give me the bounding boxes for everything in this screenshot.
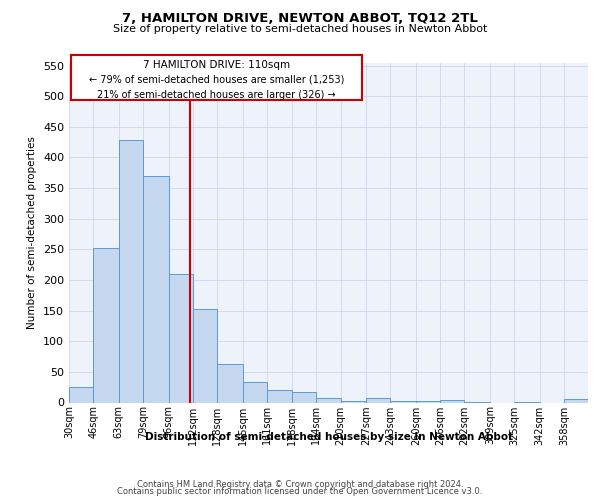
Text: 7, HAMILTON DRIVE, NEWTON ABBOT, TQ12 2TL: 7, HAMILTON DRIVE, NEWTON ABBOT, TQ12 2T… (122, 12, 478, 24)
Text: Distribution of semi-detached houses by size in Newton Abbot: Distribution of semi-detached houses by … (145, 432, 513, 442)
Bar (316, 398, 341, 402)
Bar (366, 398, 391, 402)
Bar (266, 390, 292, 402)
Bar (69, 387, 93, 402)
Bar (564, 399, 588, 402)
Text: Contains public sector information licensed under the Open Government Licence v3: Contains public sector information licen… (118, 488, 482, 496)
Bar (169, 274, 193, 402)
Bar (93, 248, 119, 402)
Bar (416, 400, 440, 402)
Bar (193, 310, 217, 402)
Text: 21% of semi-detached houses are larger (326) →: 21% of semi-detached houses are larger (… (97, 90, 335, 100)
Text: ← 79% of semi-detached houses are smaller (1,253): ← 79% of semi-detached houses are smalle… (89, 74, 344, 85)
Bar (217, 364, 242, 403)
Bar (143, 176, 169, 402)
Y-axis label: Number of semi-detached properties: Number of semi-detached properties (28, 136, 37, 329)
Bar (440, 400, 464, 402)
Bar (242, 382, 266, 402)
Text: 7 HAMILTON DRIVE: 110sqm: 7 HAMILTON DRIVE: 110sqm (143, 60, 290, 70)
Text: Size of property relative to semi-detached houses in Newton Abbot: Size of property relative to semi-detach… (113, 24, 487, 34)
Bar (292, 392, 316, 402)
Bar (391, 400, 416, 402)
Text: Contains HM Land Registry data © Crown copyright and database right 2024.: Contains HM Land Registry data © Crown c… (137, 480, 463, 489)
Bar (119, 140, 143, 402)
